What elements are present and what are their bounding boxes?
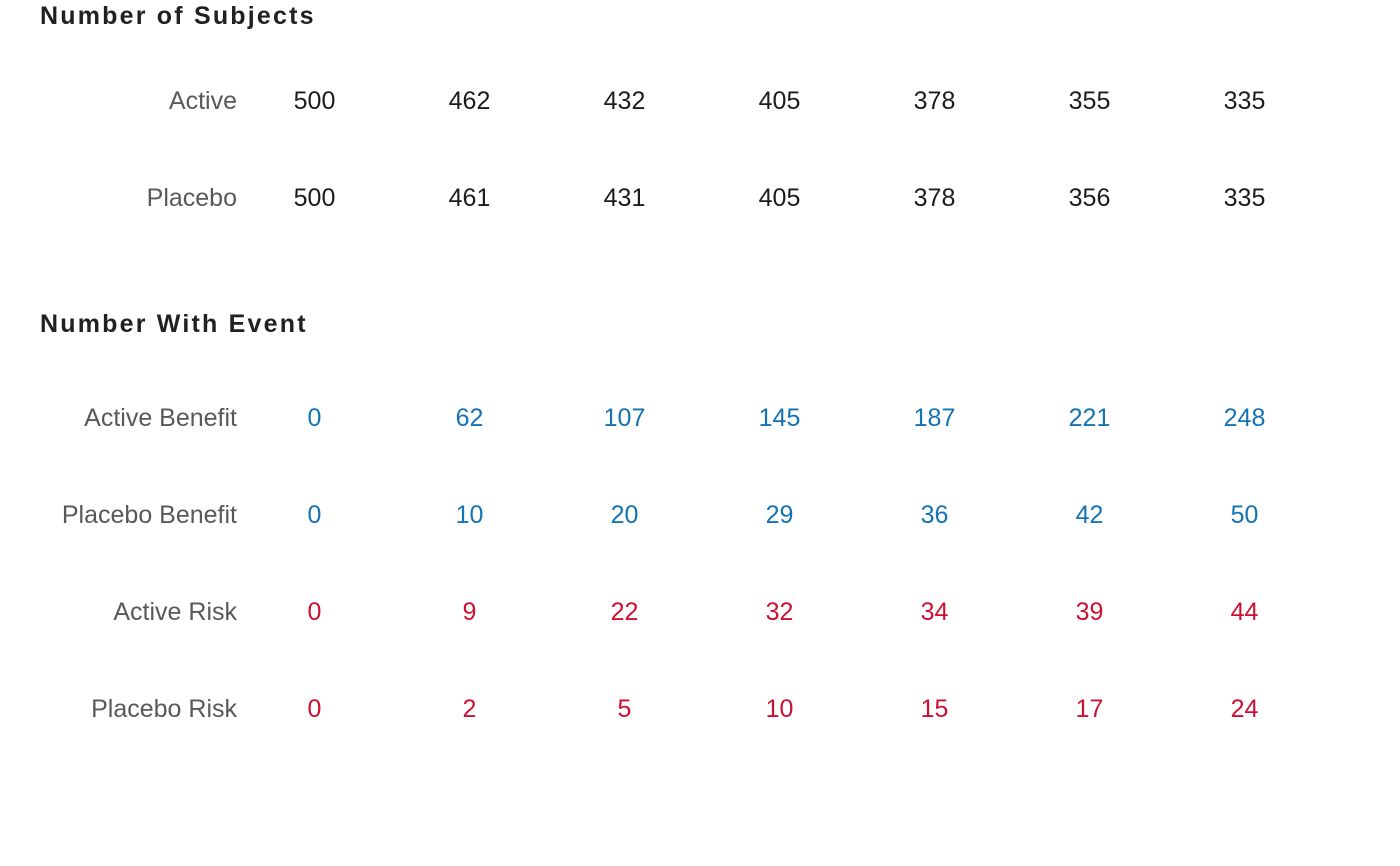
value-cell: 34 — [920, 598, 949, 626]
table-row: Active 500 462 432 405 378 355 335 — [0, 53, 1400, 150]
value-cell: 0 — [307, 404, 322, 432]
value-cell: 248 — [1223, 404, 1266, 432]
value-cell: 461 — [448, 184, 491, 212]
section-title-number-with-event: Number With Event — [40, 310, 308, 338]
value-cell: 335 — [1223, 87, 1266, 115]
value-cell: 0 — [307, 501, 322, 529]
value-cell: 378 — [913, 184, 956, 212]
row-label: Active Benefit — [84, 404, 237, 432]
value-cell: 2 — [462, 695, 477, 723]
row-label: Placebo — [146, 184, 237, 212]
table-row: Placebo Benefit 0 10 20 29 36 42 50 — [0, 467, 1400, 564]
value-cell: 405 — [758, 87, 801, 115]
value-cell: 10 — [765, 695, 794, 723]
table-row: Active Risk 0 9 22 32 34 39 44 — [0, 564, 1400, 661]
value-cell: 356 — [1068, 184, 1111, 212]
value-cell: 44 — [1230, 598, 1259, 626]
value-cell: 5 — [617, 695, 632, 723]
row-label: Placebo Risk — [91, 695, 237, 723]
value-cell: 355 — [1068, 87, 1111, 115]
value-cell: 500 — [293, 87, 336, 115]
value-cell: 221 — [1068, 404, 1111, 432]
value-cell: 20 — [610, 501, 639, 529]
value-cell: 42 — [1075, 501, 1104, 529]
row-label: Placebo Benefit — [61, 501, 237, 529]
value-cell: 17 — [1075, 695, 1104, 723]
value-cell: 32 — [765, 598, 794, 626]
value-cell: 39 — [1075, 598, 1104, 626]
section-title-number-of-subjects: Number of Subjects — [40, 2, 316, 30]
value-cell: 431 — [603, 184, 646, 212]
value-cell: 0 — [307, 598, 322, 626]
value-cell: 335 — [1223, 184, 1266, 212]
value-cell: 378 — [913, 87, 956, 115]
value-cell: 405 — [758, 184, 801, 212]
value-cell: 62 — [455, 404, 484, 432]
value-cell: 29 — [765, 501, 794, 529]
table-row: Placebo Risk 0 2 5 10 15 17 24 — [0, 661, 1400, 758]
value-cell: 50 — [1230, 501, 1259, 529]
table-row: Placebo 500 461 431 405 378 356 335 — [0, 150, 1400, 247]
value-cell: 432 — [603, 87, 646, 115]
table-row: Active Benefit 0 62 107 145 187 221 248 — [0, 370, 1400, 467]
value-cell: 24 — [1230, 695, 1259, 723]
value-cell: 0 — [307, 695, 322, 723]
value-cell: 10 — [455, 501, 484, 529]
section-rows-number-of-subjects: Active 500 462 432 405 378 355 335 Placebo 500 461… — [0, 53, 1400, 247]
section-rows-number-with-event: Active Benefit 0 62 107 145 187 221 248 Placebo … — [0, 370, 1400, 758]
value-cell: 9 — [462, 598, 477, 626]
row-label: Active Risk — [113, 598, 237, 626]
row-label: Active — [168, 87, 237, 115]
value-cell: 15 — [920, 695, 949, 723]
value-cell: 107 — [603, 404, 646, 432]
value-cell: 500 — [293, 184, 336, 212]
value-cell: 22 — [610, 598, 639, 626]
value-cell: 187 — [913, 404, 956, 432]
value-cell: 36 — [920, 501, 949, 529]
value-cell: 145 — [758, 404, 801, 432]
value-cell: 462 — [448, 87, 491, 115]
